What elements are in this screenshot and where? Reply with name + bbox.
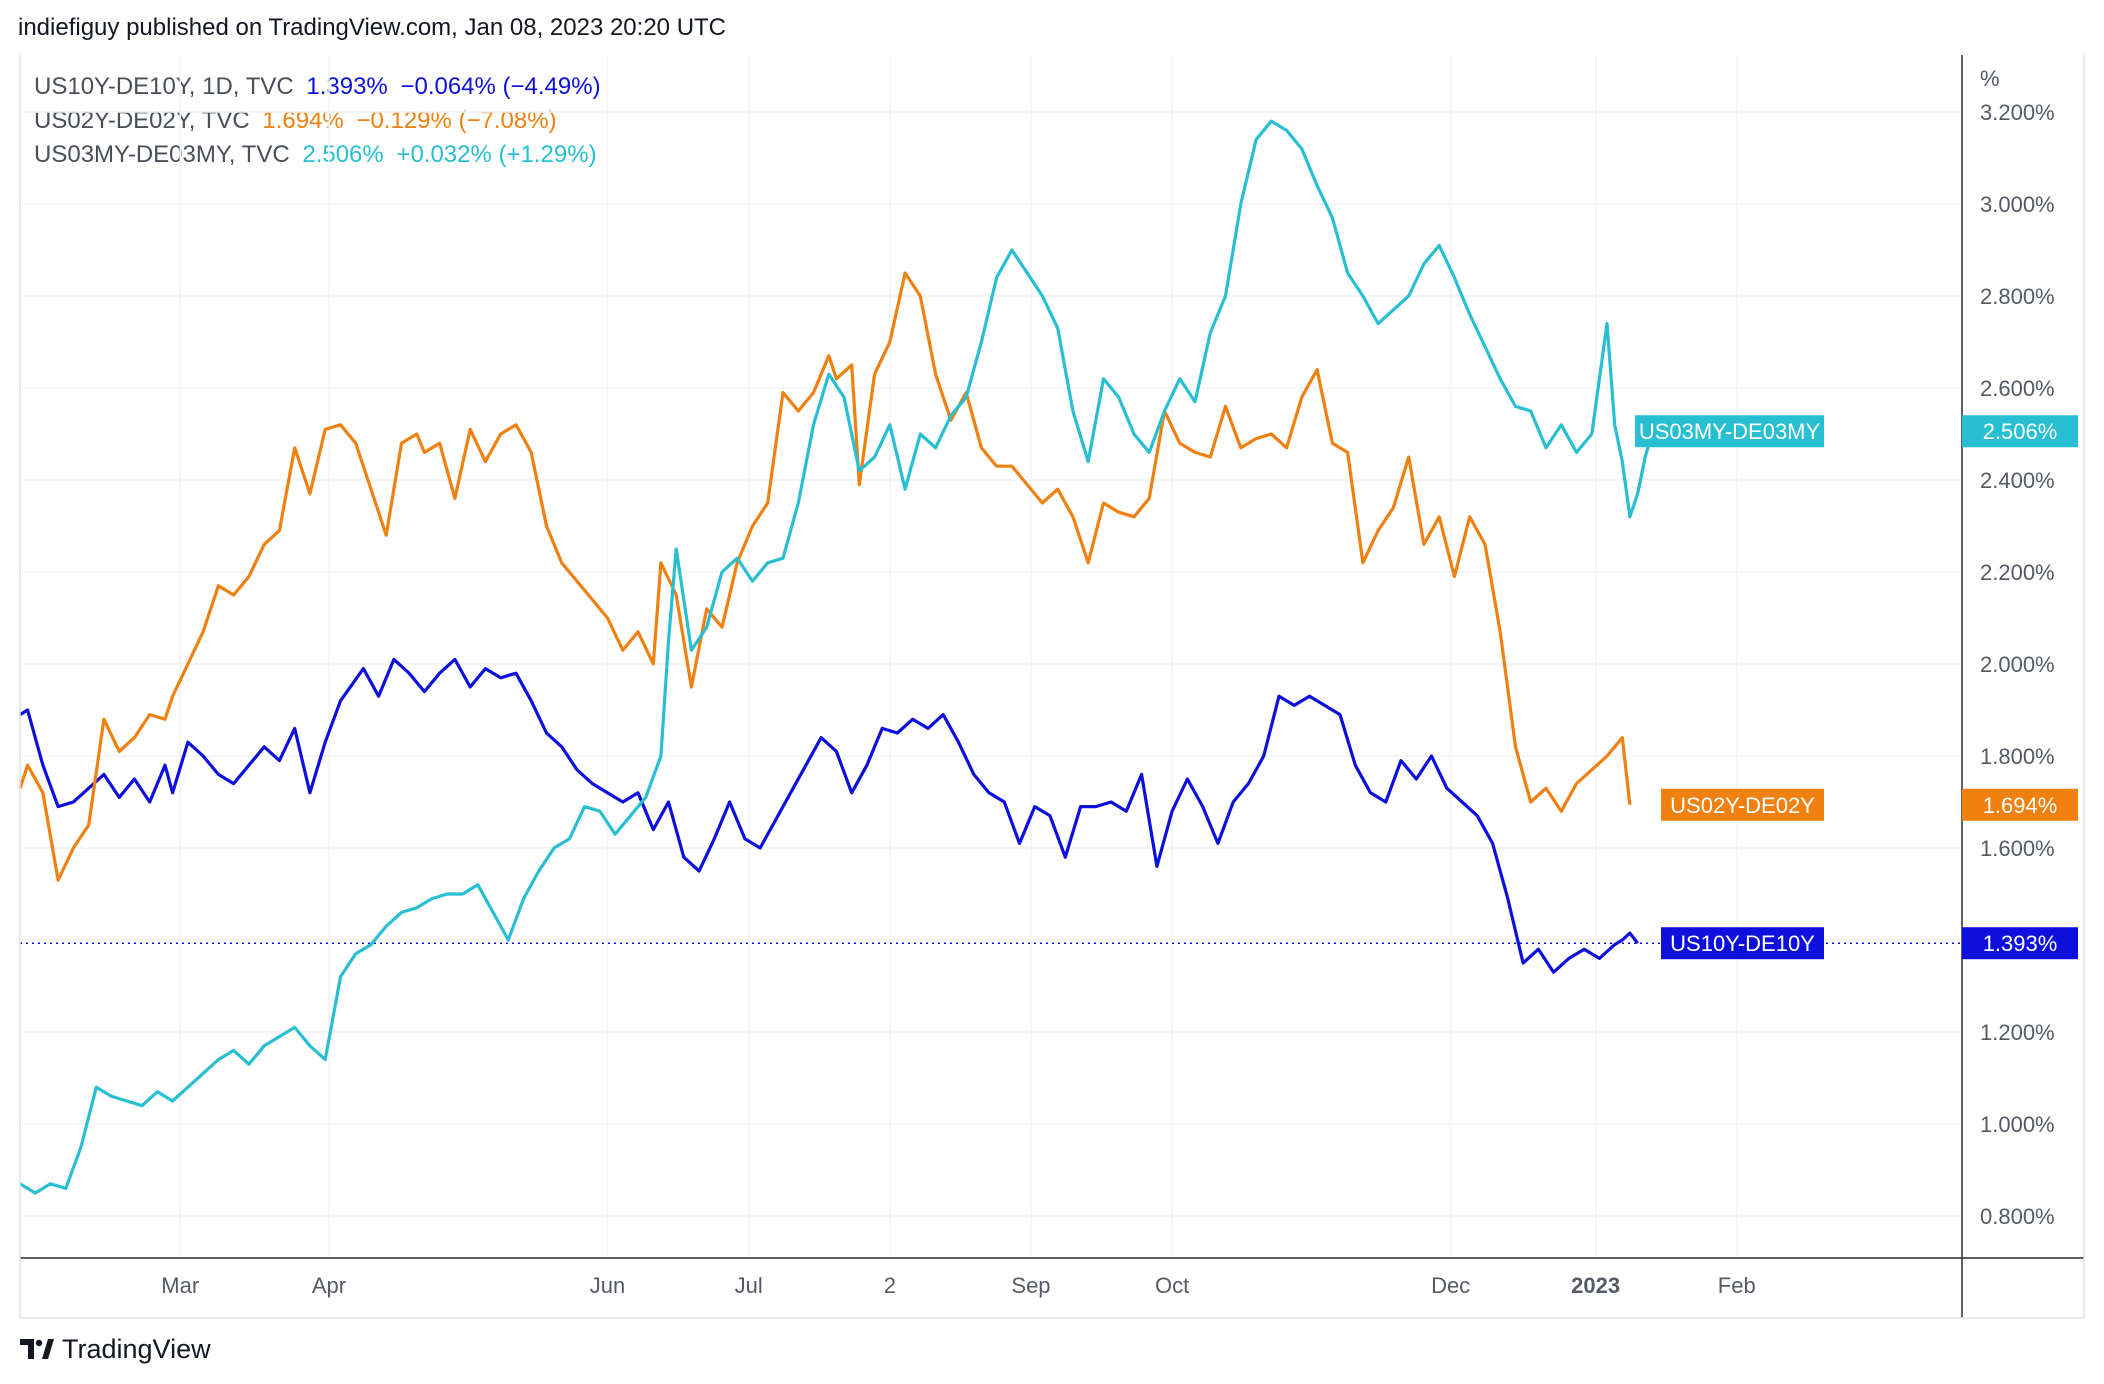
- series-price-tag: [1962, 927, 2078, 960]
- y-tick-label: 1.000%: [1980, 1112, 2055, 1137]
- legend-value: 2.506%: [302, 141, 384, 168]
- legend-change: +0.032% (+1.29%): [396, 141, 597, 168]
- x-tick-label: Oct: [1155, 1273, 1189, 1298]
- y-tick-label: 1.600%: [1980, 836, 2055, 861]
- x-tick-label: Dec: [1431, 1273, 1470, 1298]
- y-tick-label: 2.400%: [1980, 468, 2055, 493]
- x-tick-label: Jun: [590, 1273, 625, 1298]
- x-tick-label: Feb: [1718, 1273, 1756, 1298]
- series-name-tag-text: US02Y-DE02Y: [1670, 793, 1815, 818]
- series-name-tag: [1661, 927, 1824, 960]
- publisher-header: indiefiguy published on TradingView.com,…: [18, 14, 727, 41]
- legend-symbol: US10Y-DE10Y, 1D, TVC: [34, 73, 294, 100]
- grid-lines: [20, 55, 1962, 1258]
- series-lines: [18, 119, 1962, 1195]
- series-name-tag-text: US10Y-DE10Y: [1670, 931, 1815, 956]
- legend-row-us10y[interactable]: US10Y-DE10Y, 1D, TVC 1.393% −0.064% (−4.…: [34, 70, 601, 104]
- y-tick-label: 2.600%: [1980, 376, 2055, 401]
- y-tick-label: 0.800%: [1980, 1204, 2055, 1229]
- y-tick-label: 2.000%: [1980, 652, 2055, 677]
- series-price-tag: [1962, 788, 2078, 821]
- axes: 0.800% 1.000% 1.200% 1.600% 1.800% 2.000% 2.20…: [19, 55, 2085, 1319]
- price-tags: US10Y-DE10Y 1.393% US02Y-DE02Y 1.694% US03MY…: [1635, 415, 2078, 960]
- series-price-tag: [1962, 415, 2078, 448]
- x-tick-label: Mar: [161, 1273, 199, 1298]
- y-tick-label: 1.200%: [1980, 1020, 2055, 1045]
- series-name-tag-text: US03MY-DE03MY: [1639, 419, 1821, 444]
- y-tick-label: 3.000%: [1980, 192, 2055, 217]
- series-line-us10y-de10y: [19, 657, 1639, 974]
- x-tick-label: Sep: [1011, 1273, 1050, 1298]
- series-name-tag: [1635, 415, 1824, 448]
- legend-change: −0.064% (−4.49%): [400, 73, 601, 100]
- x-tick-label: Apr: [312, 1273, 346, 1298]
- y-tick-label: 1.800%: [1980, 744, 2055, 769]
- x-tick-label: Jul: [735, 1273, 763, 1298]
- legend-value: 1.393%: [306, 73, 388, 100]
- y-tick-label: 2.200%: [1980, 560, 2055, 585]
- y-tick-label: 3.200%: [1980, 100, 2055, 125]
- series-price-tag-text: 1.393%: [1983, 931, 2058, 956]
- legend-symbol: US03MY-DE03MY, TVC: [34, 141, 290, 168]
- brand-name: TradingView: [62, 1334, 211, 1364]
- footer-brand[interactable]: TradingView: [20, 1334, 211, 1365]
- series-line-us03my-de03my: [19, 119, 1655, 1195]
- unit-label: %: [1980, 66, 2000, 91]
- series-price-tag-text: 1.694%: [1983, 793, 2058, 818]
- legend-row-us03my[interactable]: US03MY-DE03MY, TVC 2.506% +0.032% (+1.29…: [34, 138, 601, 172]
- x-tick-label: 2: [884, 1273, 896, 1298]
- series-price-tag-text: 2.506%: [1983, 419, 2058, 444]
- tradingview-logo-icon: [20, 1338, 54, 1361]
- series-name-tag: [1661, 788, 1824, 821]
- y-tick-label: 2.800%: [1980, 284, 2055, 309]
- series-legend: US10Y-DE10Y, 1D, TVC 1.393% −0.064% (−4.…: [34, 70, 601, 172]
- x-tick-label: 2023: [1571, 1273, 1620, 1298]
- series-line-us02y-de02y: [18, 271, 1632, 882]
